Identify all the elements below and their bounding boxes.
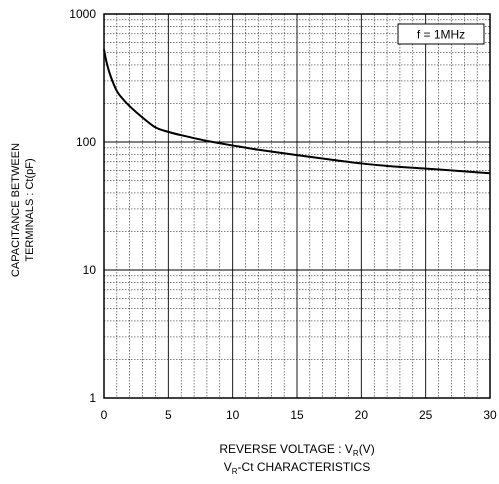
x-tick-label: 0 (101, 408, 108, 422)
x-tick-label: 10 (226, 408, 240, 422)
x-axis-label-main: REVERSE VOLTAGE : V (219, 442, 353, 456)
chart-caption-main: V (223, 460, 232, 474)
x-tick-label: 30 (483, 408, 497, 422)
legend-text: f = 1MHz (417, 28, 465, 42)
x-tick-label: 25 (419, 408, 433, 422)
tick-labels: 0 5 10 15 20 25 30 1 10 100 1000 (69, 7, 497, 422)
legend: f = 1MHz (397, 23, 485, 45)
x-axis-label: REVERSE VOLTAGE : VR(V) (104, 442, 490, 458)
legend-box (397, 23, 485, 45)
y-tick-label: 10 (83, 263, 97, 277)
x-tick-label: 20 (355, 408, 369, 422)
y-axis-label: CAPACITANCE BETWEEN TERMINALS : Ct(pF) (9, 75, 37, 345)
chart-caption-rest: -Ct CHARACTERISTICS (237, 460, 371, 474)
x-axis-label-rest: (V) (358, 442, 375, 456)
plot-frame (103, 13, 491, 399)
y-tick-label: 1 (89, 391, 96, 405)
y-tick-label: 100 (76, 135, 96, 149)
y-tick-label: 1000 (69, 7, 96, 21)
x-tick-label: 15 (290, 408, 304, 422)
y-axis-label-line-1: CAPACITANCE BETWEEN (10, 142, 22, 278)
chart-caption: VR-Ct CHARACTERISTICS (104, 460, 490, 476)
series-line-ct (103, 49, 491, 175)
x-tick-label: 5 (165, 408, 172, 422)
chart-caption-sub: R (231, 467, 238, 476)
y-axis-label-line-2: TERMINALS : Ct(pF) (24, 158, 36, 262)
x-axis-label-sub: R (352, 449, 359, 458)
grid (104, 14, 490, 398)
